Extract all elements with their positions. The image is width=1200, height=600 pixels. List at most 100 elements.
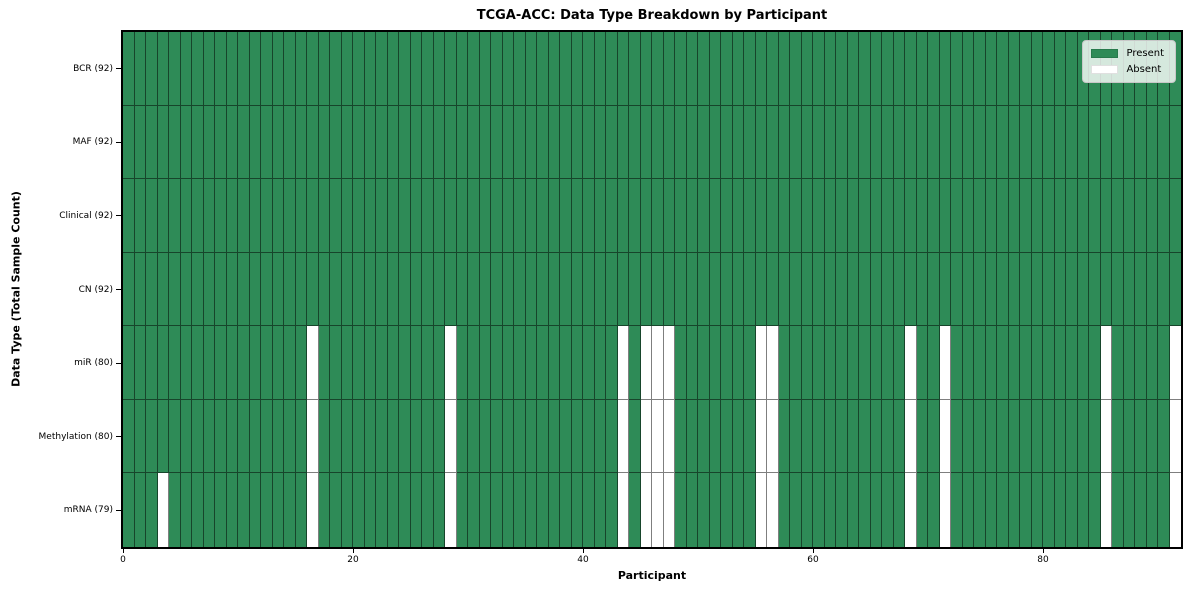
heatmap-cell	[502, 326, 514, 400]
heatmap-cell	[836, 105, 848, 180]
heatmap-cell	[916, 473, 928, 547]
heatmap-cell	[468, 105, 480, 180]
heatmap-cell	[537, 399, 549, 474]
heatmap-cell	[767, 399, 779, 474]
heatmap-cell	[1089, 473, 1101, 547]
heatmap-cell	[594, 399, 606, 474]
heatmap-cell	[905, 179, 917, 253]
heatmap-cell	[307, 252, 319, 327]
heatmap-cell	[456, 32, 468, 106]
heatmap-cell	[502, 179, 514, 253]
heatmap-cell	[1112, 399, 1124, 474]
heatmap-cell	[1054, 32, 1066, 106]
heatmap-cell	[1066, 32, 1078, 106]
heatmap-cell	[594, 32, 606, 106]
heatmap-cell	[928, 473, 940, 547]
heatmap-cell	[1020, 179, 1032, 253]
x-tick-label: 80	[1037, 555, 1049, 565]
heatmap-cell	[134, 326, 146, 400]
heatmap-cell	[617, 473, 629, 547]
heatmap-cell	[571, 179, 583, 253]
heatmap-cell	[985, 473, 997, 547]
heatmap-cell	[675, 399, 687, 474]
heatmap-cell	[537, 32, 549, 106]
heatmap-cell	[583, 252, 595, 327]
heatmap-cell	[698, 252, 710, 327]
heatmap-cell	[215, 399, 227, 474]
heatmap-cell	[249, 399, 261, 474]
heatmap-cell	[456, 105, 468, 180]
heatmap-cell	[491, 105, 503, 180]
heatmap-cell	[698, 473, 710, 547]
heatmap-cell	[640, 179, 652, 253]
y-tick-mark	[116, 141, 121, 143]
y-tick-label: MAF (92)	[72, 137, 113, 148]
heatmap-cell	[238, 105, 250, 180]
heatmap-cell	[686, 252, 698, 327]
heatmap-cell	[847, 252, 859, 327]
heatmap-cell	[261, 179, 273, 253]
heatmap-cell	[813, 179, 825, 253]
heatmap-cell	[1043, 399, 1055, 474]
heatmap-cell	[686, 179, 698, 253]
heatmap-cell	[157, 473, 169, 547]
heatmap-cell	[801, 252, 813, 327]
heatmap-cell	[123, 32, 135, 106]
heatmap-cell	[962, 32, 974, 106]
heatmap-cell	[330, 252, 342, 327]
heatmap-cell	[721, 326, 733, 400]
heatmap-cell	[997, 32, 1009, 106]
heatmap-cell	[893, 399, 905, 474]
heatmap-cell	[836, 179, 848, 253]
heatmap-cell	[560, 252, 572, 327]
heatmap-cell	[1112, 179, 1124, 253]
heatmap-cell	[261, 326, 273, 400]
heatmap-cell	[951, 105, 963, 180]
heatmap-cell	[928, 179, 940, 253]
heatmap-cell	[974, 326, 986, 400]
heatmap-cell	[1054, 105, 1066, 180]
heatmap-cell	[1054, 473, 1066, 547]
heatmap-cell	[1020, 399, 1032, 474]
heatmap-cell	[284, 179, 296, 253]
heatmap-cell	[353, 32, 365, 106]
heatmap-cell	[893, 105, 905, 180]
heatmap-cell	[836, 32, 848, 106]
heatmap-cell	[261, 105, 273, 180]
heatmap-cell	[318, 252, 330, 327]
heatmap-cell	[732, 326, 744, 400]
heatmap-cell	[1135, 399, 1147, 474]
heatmap-cell	[249, 179, 261, 253]
heatmap-cell	[617, 252, 629, 327]
heatmap-cell	[330, 32, 342, 106]
heatmap-cell	[123, 105, 135, 180]
heatmap-cell	[985, 32, 997, 106]
heatmap-cell	[928, 105, 940, 180]
x-tick-label: 20	[347, 555, 359, 565]
heatmap-cell	[824, 252, 836, 327]
heatmap-cell	[203, 105, 215, 180]
heatmap-cell	[502, 473, 514, 547]
heatmap-cell	[548, 32, 560, 106]
chart-title: TCGA-ACC: Data Type Breakdown by Partici…	[476, 8, 828, 23]
heatmap-cell	[790, 32, 802, 106]
heatmap-cell	[663, 32, 675, 106]
heatmap-cell	[180, 473, 192, 547]
heatmap-cell	[560, 105, 572, 180]
heatmap-cell	[732, 179, 744, 253]
heatmap-cell	[157, 179, 169, 253]
x-axis-title: Participant	[617, 569, 687, 582]
heatmap-cell	[606, 326, 618, 400]
heatmap-cell	[491, 399, 503, 474]
heatmap-cell	[479, 105, 491, 180]
heatmap-cell	[330, 473, 342, 547]
heatmap-cell	[1112, 252, 1124, 327]
heatmap-cell	[341, 399, 353, 474]
heatmap-cell	[238, 179, 250, 253]
heatmap-cell	[215, 473, 227, 547]
heatmap-cell	[364, 105, 376, 180]
heatmap-cell	[203, 326, 215, 400]
heatmap-cell	[744, 473, 756, 547]
heatmap-cell	[1123, 105, 1135, 180]
heatmap-cell	[767, 179, 779, 253]
